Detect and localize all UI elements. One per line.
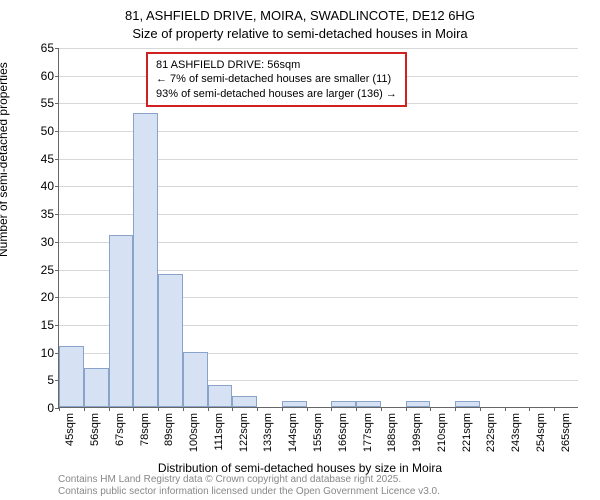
y-tick-label: 40 (30, 179, 54, 193)
x-tick-mark (109, 407, 110, 411)
x-tick-label: 78sqm (139, 413, 151, 446)
x-axis-label: Distribution of semi-detached houses by … (0, 461, 600, 475)
x-tick-mark (232, 407, 233, 411)
y-tick-mark (55, 325, 59, 326)
x-tick-mark (505, 407, 506, 411)
x-tick-label: 133sqm (262, 413, 274, 452)
chart-container: 81, ASHFIELD DRIVE, MOIRA, SWADLINCOTE, … (0, 0, 600, 500)
x-tick-mark (282, 407, 283, 411)
x-tick-label: 221sqm (461, 413, 473, 452)
y-tick-label: 50 (30, 124, 54, 138)
histogram-bar (455, 401, 480, 407)
histogram-bar (158, 274, 183, 407)
x-tick-mark (183, 407, 184, 411)
y-tick-label: 45 (30, 152, 54, 166)
x-tick-mark (356, 407, 357, 411)
x-tick-label: 188sqm (386, 413, 398, 452)
chart-title-line2: Size of property relative to semi-detach… (0, 26, 600, 41)
y-tick-mark (55, 270, 59, 271)
footer-line2: Contains public sector information licen… (58, 486, 440, 498)
x-tick-mark (59, 407, 60, 411)
x-tick-mark (554, 407, 555, 411)
y-tick-label: 20 (30, 290, 54, 304)
x-tick-label: 100sqm (188, 413, 200, 452)
y-tick-label: 5 (30, 373, 54, 387)
y-tick-mark (55, 214, 59, 215)
x-tick-label: 243sqm (510, 413, 522, 452)
y-tick-label: 35 (30, 207, 54, 221)
histogram-bar (406, 401, 431, 407)
grid-line (59, 48, 578, 49)
x-tick-label: 45sqm (64, 413, 76, 446)
x-tick-label: 199sqm (411, 413, 423, 452)
x-tick-label: 144sqm (287, 413, 299, 452)
histogram-bar (356, 401, 381, 407)
x-tick-mark (208, 407, 209, 411)
x-tick-mark (133, 407, 134, 411)
x-tick-label: 89sqm (163, 413, 175, 446)
y-tick-mark (55, 159, 59, 160)
histogram-bar (59, 346, 84, 407)
x-tick-mark (307, 407, 308, 411)
y-tick-mark (55, 131, 59, 132)
chart-title-line1: 81, ASHFIELD DRIVE, MOIRA, SWADLINCOTE, … (0, 8, 600, 23)
x-tick-mark (158, 407, 159, 411)
histogram-bar (183, 352, 208, 407)
y-tick-mark (55, 48, 59, 49)
histogram-bar (133, 113, 158, 407)
y-tick-label: 15 (30, 318, 54, 332)
footer-line1: Contains HM Land Registry data © Crown c… (58, 474, 440, 486)
y-tick-label: 55 (30, 96, 54, 110)
x-tick-label: 155sqm (312, 413, 324, 452)
histogram-bar (331, 401, 356, 407)
histogram-bar (232, 396, 257, 407)
x-tick-label: 67sqm (114, 413, 126, 446)
y-tick-mark (55, 103, 59, 104)
x-tick-label: 177sqm (362, 413, 374, 452)
y-tick-label: 0 (30, 401, 54, 415)
histogram-bar (109, 235, 134, 407)
annotation-line1: 81 ASHFIELD DRIVE: 56sqm (156, 58, 397, 72)
y-tick-label: 10 (30, 346, 54, 360)
footer-text: Contains HM Land Registry data © Crown c… (58, 474, 440, 498)
y-tick-mark (55, 76, 59, 77)
x-tick-mark (480, 407, 481, 411)
x-tick-label: 254sqm (535, 413, 547, 452)
x-tick-mark (84, 407, 85, 411)
x-tick-label: 122sqm (238, 413, 250, 452)
x-tick-mark (406, 407, 407, 411)
y-tick-mark (55, 242, 59, 243)
y-tick-mark (55, 297, 59, 298)
x-tick-mark (430, 407, 431, 411)
x-tick-label: 111sqm (213, 413, 225, 451)
x-tick-mark (381, 407, 382, 411)
annotation-line3: 93% of semi-detached houses are larger (… (156, 87, 397, 101)
x-tick-label: 232sqm (485, 413, 497, 452)
x-tick-label: 166sqm (337, 413, 349, 452)
y-tick-label: 60 (30, 69, 54, 83)
y-tick-label: 25 (30, 263, 54, 277)
y-tick-label: 30 (30, 235, 54, 249)
annotation-line2: ← 7% of semi-detached houses are smaller… (156, 72, 397, 86)
x-tick-mark (529, 407, 530, 411)
x-tick-mark (455, 407, 456, 411)
histogram-bar (282, 401, 307, 407)
y-tick-label: 65 (30, 41, 54, 55)
histogram-bar (84, 368, 109, 407)
x-tick-mark (257, 407, 258, 411)
y-tick-mark (55, 186, 59, 187)
x-tick-label: 210sqm (436, 413, 448, 452)
y-axis-label: Number of semi-detached properties (0, 62, 10, 257)
x-tick-label: 265sqm (560, 413, 572, 452)
annotation-box: 81 ASHFIELD DRIVE: 56sqm ← 7% of semi-de… (146, 52, 407, 107)
x-tick-mark (331, 407, 332, 411)
histogram-bar (208, 385, 233, 407)
x-tick-label: 56sqm (89, 413, 101, 446)
